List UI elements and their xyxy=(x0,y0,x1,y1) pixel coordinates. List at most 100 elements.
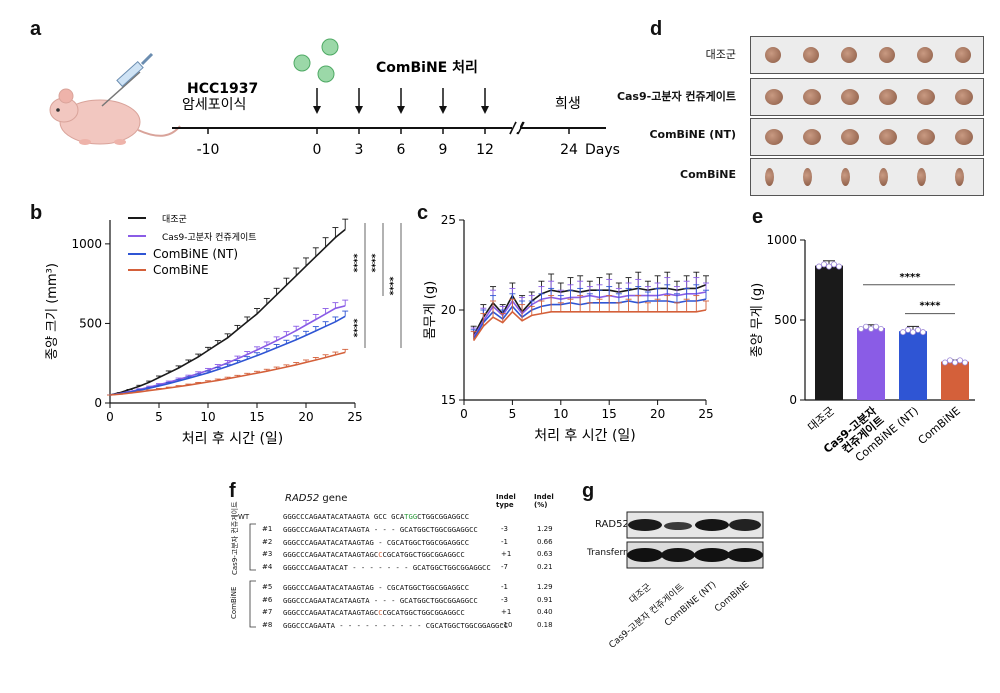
x-tick-label: 5 xyxy=(155,410,163,424)
tumor-sample xyxy=(803,47,819,63)
x-tick-label: 20 xyxy=(298,410,313,424)
tumor-sample xyxy=(917,168,926,186)
indel-type: -3 xyxy=(501,595,508,604)
tumor-sample xyxy=(765,47,781,63)
endpoint-label: 희생 xyxy=(555,96,581,112)
down-arrow-icon xyxy=(313,88,321,114)
tumor-sample xyxy=(955,129,973,145)
timeline-tick-label: 9 xyxy=(439,142,448,158)
panel-label-c: c xyxy=(417,202,429,224)
y-tick-label: 500 xyxy=(79,316,102,330)
series-line xyxy=(107,299,349,396)
sequence-text: GGGCCCAGAATACATAAGTA - - - GCATGGCTGGCGG… xyxy=(283,525,478,534)
indel-type: +1 xyxy=(501,608,512,616)
wt-sequence: GGGCCCAGAATACATAAGTA GCC GCATGGCTGGCGGAG… xyxy=(283,512,470,521)
data-point xyxy=(821,261,828,268)
legend-entry: Cas9-고분자 컨쥬게이트 xyxy=(162,232,257,243)
significance-stars: **** xyxy=(389,276,399,295)
data-point xyxy=(831,261,838,268)
indel-percent: 0.40 xyxy=(537,608,553,616)
sequence-text: GGGCCCAGAATA - - - - - - - - - - CGCATGG… xyxy=(283,620,509,630)
sequence-row: #2 GGGCCCAGAATACATAAGTAG - CGCATGGCTGGCGG… xyxy=(262,538,582,550)
down-arrow-icon xyxy=(355,88,363,114)
implant-label: HCC1937 xyxy=(187,81,258,97)
data-point xyxy=(909,329,916,336)
implant-sublabel: 암세포이식 xyxy=(182,97,246,113)
sequence-row: #8 GGGCCCAGAATA - - - - - - - - - - CGCAT… xyxy=(262,621,582,633)
gene-title: RAD52 gene xyxy=(285,493,348,504)
legend-entry: 대조군 xyxy=(162,214,187,225)
lane-label: 대조군 xyxy=(627,582,654,606)
y-tick-label: 15 xyxy=(441,393,456,407)
panel-label-b: b xyxy=(30,202,43,224)
data-point xyxy=(868,325,875,332)
significance-brackets: **** **** **** **** xyxy=(353,223,402,348)
x-tick-label: 25 xyxy=(347,410,362,424)
indel-type: -1 xyxy=(501,537,508,546)
sequence-id: #2 xyxy=(262,537,273,546)
western-blot-panel: RAD52 Transferrin 대조군 Cas9-고분자 컨쥬게이트 ComBi… xyxy=(585,505,985,690)
x-tick-label: 15 xyxy=(602,407,617,421)
x-tick-label: 10 xyxy=(200,410,215,424)
tumor-sample xyxy=(879,47,895,63)
chart-legend: 대조군 Cas9-고분자 컨쥬게이트 ComBiNE (NT) ComBiNE xyxy=(128,214,257,277)
y-axis-label: 몸무게 (g) xyxy=(423,281,438,339)
group-brackets xyxy=(249,523,256,628)
y-axis-label: 종양 무게 (g) xyxy=(750,283,765,358)
tumor-sample xyxy=(765,129,783,145)
tumor-sample xyxy=(955,47,971,63)
y-axis-label: 종양 크기 (mm³) xyxy=(45,263,60,360)
sequence-row: #4 GGGCCCAGAATACAT - - - - - - - GCATGGCT… xyxy=(262,563,582,575)
tumor-sample xyxy=(841,168,850,186)
treatment-label: ComBiNE 처리 xyxy=(376,60,478,76)
x-axis-label: 처리 후 시간 (일) xyxy=(182,431,284,447)
series-path xyxy=(109,305,346,396)
sequence-id: #3 xyxy=(262,550,273,558)
x-axis-label: 처리 후 시간 (일) xyxy=(534,428,636,444)
wt-label: WT xyxy=(238,513,250,521)
tumor-photo-panel: 대조군 Cas9-고분자 컨쥬게이트 ComBiNE (NT) ComBiNE xyxy=(600,36,984,196)
tumor-sample xyxy=(955,168,964,186)
series-line xyxy=(107,348,349,396)
indel-percent: 0.21 xyxy=(537,562,553,571)
tumor-sample xyxy=(803,89,821,105)
significance-stars: **** xyxy=(920,301,942,312)
sequence-text: GGGCCCAGAATACATAAGTAG - CGCATGGCTGGCGGAG… xyxy=(283,537,470,547)
sequence-id: #4 xyxy=(262,562,273,571)
data-point xyxy=(872,323,879,330)
tumor-sample xyxy=(917,89,935,105)
lane-label: ComBiNE xyxy=(713,580,752,615)
y-tick-label: 0 xyxy=(94,396,102,410)
sequence-panel: RAD52 gene Indel type Indel (%) WT GGGCC… xyxy=(230,493,578,633)
timeline-tick-label: 3 xyxy=(355,142,364,158)
bar xyxy=(899,331,927,400)
indel-type: -3 xyxy=(501,525,508,533)
y-tick-label: 500 xyxy=(774,313,797,327)
tumor-row-label: Cas9-고분자 컨쥬게이트 xyxy=(616,90,736,103)
tumor-sample xyxy=(765,168,774,186)
legend-entry: ComBiNE xyxy=(153,263,209,277)
tumor-sample xyxy=(879,129,897,145)
data-point xyxy=(956,357,963,364)
series-path xyxy=(109,315,346,396)
panel-label-e: e xyxy=(752,206,764,228)
band-label-rad52: RAD52 xyxy=(595,519,629,530)
y-tick-label: 1000 xyxy=(766,233,797,247)
indel-type: -10 xyxy=(501,620,513,629)
tumor-sample xyxy=(917,47,933,63)
sequence-id: #1 xyxy=(262,525,273,533)
sequence-text: GGGCCCAGAATACATAAGTAGCCCGCATGGCTGGCGGAGG… xyxy=(283,550,465,559)
indel-type-header: Indel type xyxy=(496,493,516,509)
mouse-icon xyxy=(49,88,181,145)
sequence-row: #3 GGGCCCAGAATACATAAGTAGCCCGCATGGCTGGCGGA… xyxy=(262,550,582,562)
panel-label-f: f xyxy=(229,480,236,502)
y-tick-label: 1000 xyxy=(71,237,102,251)
bar xyxy=(857,328,885,400)
panel-label-d: d xyxy=(650,18,663,40)
significance-stars: **** xyxy=(371,253,381,272)
y-tick-label: 20 xyxy=(441,303,456,317)
timeline-tick-label: 0 xyxy=(313,142,322,158)
sequence-id: #8 xyxy=(262,620,273,629)
sequence-id: #6 xyxy=(262,595,273,604)
tumor-sample xyxy=(879,168,888,186)
